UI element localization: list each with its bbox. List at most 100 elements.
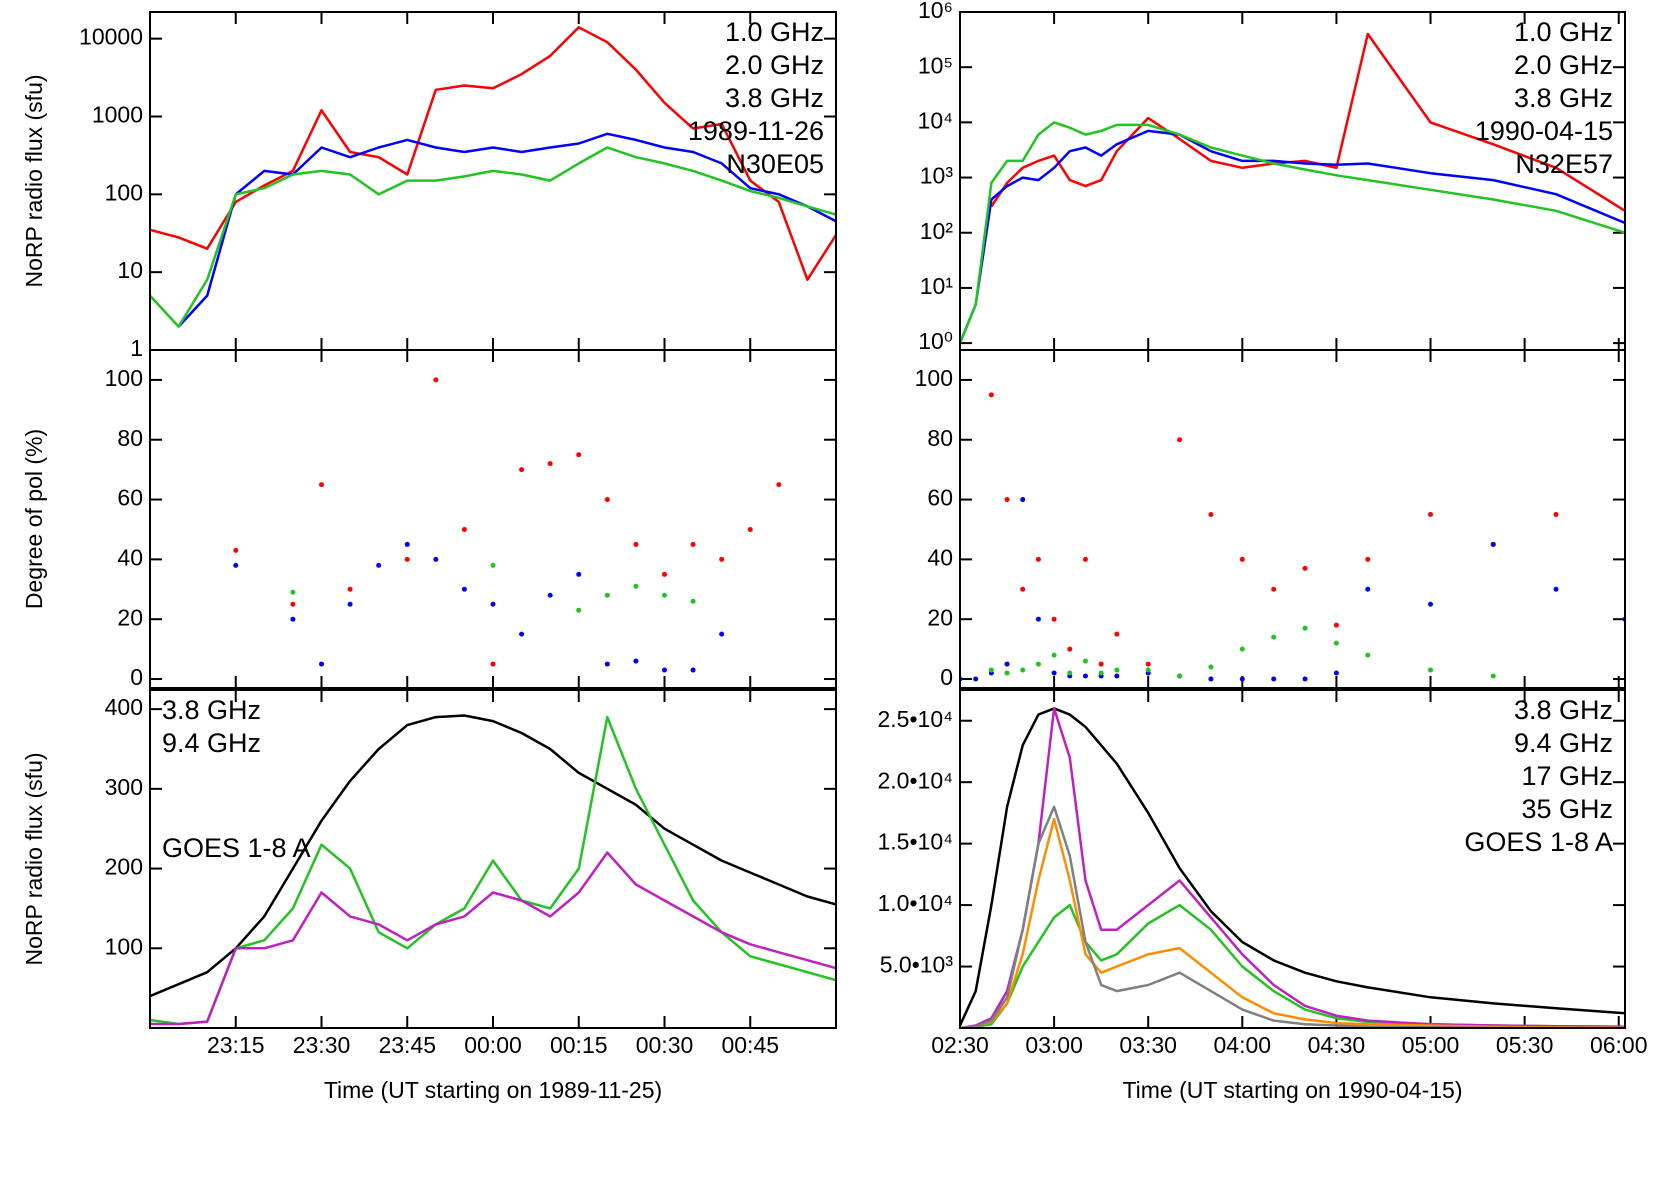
legend-entry: 3.8 GHz: [162, 695, 261, 725]
data-point: [1098, 661, 1104, 667]
series-line: [960, 129, 1625, 344]
data-point: [1208, 512, 1214, 518]
x-tick-label: 04:30: [1308, 1032, 1366, 1058]
x-tick-label: 03:00: [1025, 1032, 1083, 1058]
y-tick-label: 10²: [920, 218, 954, 244]
y-tick-label: 1.0•10⁴: [878, 890, 954, 916]
data-point: [404, 541, 410, 547]
data-point: [1035, 616, 1041, 622]
data-point: [1428, 667, 1434, 673]
data-point: [233, 562, 239, 568]
data-point: [404, 556, 410, 562]
y-tick-label: 10¹: [920, 273, 954, 299]
data-point: [490, 661, 496, 667]
panel: 0 20 40 60 80 100: [915, 349, 1626, 690]
annotation: N32E57: [1515, 149, 1613, 179]
x-tick-label: 00:45: [721, 1032, 779, 1058]
data-point: [290, 601, 296, 607]
data-point: [1114, 631, 1120, 637]
data-point: [1035, 661, 1041, 667]
data-point: [1239, 646, 1245, 652]
y-tick-label: 20: [927, 604, 953, 630]
y-tick-label: 5.0•10³: [880, 952, 954, 978]
x-axis-label: Time (UT starting on 1989-11-25): [324, 1077, 662, 1103]
y-tick-label: 10000: [79, 24, 143, 50]
data-point: [1035, 556, 1041, 562]
data-point: [662, 592, 667, 598]
plot-frame: [149, 349, 837, 689]
data-point: [490, 601, 496, 607]
series-line: [990, 32, 1625, 212]
legend-entry: 35 GHz: [1521, 794, 1613, 824]
data-point: [290, 589, 296, 595]
data-point: [1114, 667, 1120, 673]
y-tick-label: 10: [117, 257, 143, 283]
data-point: [1365, 556, 1371, 562]
data-point: [988, 667, 994, 673]
y-tick-label: 100: [105, 365, 143, 391]
data-point: [1004, 670, 1010, 676]
plot-area: [960, 32, 1625, 344]
data-point: [633, 541, 639, 547]
data-point: [1145, 661, 1151, 667]
annotation: GOES 1-8 A: [162, 833, 311, 863]
data-point: [319, 482, 324, 488]
series-line: [150, 26, 836, 281]
y-tick-label: 10⁴: [918, 107, 953, 133]
data-point: [604, 592, 610, 598]
data-point: [1302, 625, 1308, 631]
data-point: [604, 661, 610, 667]
series-line: [150, 715, 836, 1026]
panel: 0 20 40 60 80 100 Degree of pol (%): [21, 349, 837, 690]
plot-frame: [959, 689, 1626, 1029]
data-point: [1082, 673, 1088, 679]
y-tick-label: 200: [105, 854, 143, 880]
y-tick-label: 10⁵: [918, 52, 953, 78]
plot-area: [150, 714, 836, 1026]
y-tick-label: 10³: [920, 163, 954, 189]
legend-entry: 1.0 GHz: [1514, 17, 1613, 47]
data-point: [719, 556, 725, 562]
x-tick-label: 00:15: [550, 1032, 608, 1058]
data-point: [547, 461, 553, 467]
y-tick-label: 2.5•10⁴: [878, 706, 954, 732]
data-point: [1333, 670, 1339, 676]
y-tick-label: 100: [915, 365, 953, 391]
data-point: [662, 571, 667, 577]
y-tick-label: 100: [105, 179, 143, 205]
legend-entry: 2.0 GHz: [725, 50, 824, 80]
data-point: [1177, 437, 1183, 443]
series-line: [177, 132, 836, 328]
data-point: [662, 667, 667, 673]
data-point: [1020, 667, 1026, 673]
data-point: [1365, 652, 1371, 658]
x-tick-label: 23:45: [378, 1032, 436, 1058]
series-line: [960, 121, 1625, 344]
data-point: [1239, 676, 1245, 682]
panel: 100 200 300 400 23:15 23:30 23:45 00:00 00:15 00:…: [21, 689, 837, 1103]
y-tick-label: 100: [105, 933, 143, 959]
plot-area: [960, 707, 1625, 1028]
data-point: [747, 526, 753, 532]
data-point: [1004, 661, 1010, 667]
data-point: [1067, 646, 1073, 652]
data-point: [1114, 673, 1120, 679]
y-tick-label: 0: [940, 664, 953, 690]
data-point: [1271, 634, 1277, 640]
x-tick-label: 05:30: [1496, 1032, 1554, 1058]
data-point: [1271, 586, 1277, 592]
data-point: [690, 541, 696, 547]
data-point: [690, 598, 696, 604]
data-point: [973, 676, 979, 682]
data-point: [1428, 512, 1434, 518]
data-point: [461, 526, 467, 532]
y-tick-label: 1000: [92, 102, 143, 128]
data-point: [1177, 673, 1183, 679]
x-tick-label: 02:30: [931, 1032, 989, 1058]
y-tick-label: 20: [117, 604, 143, 630]
x-tick-label: 00:30: [636, 1032, 694, 1058]
plot-frame: [959, 349, 1626, 689]
data-point: [1208, 676, 1214, 682]
data-point: [1333, 640, 1339, 646]
y-tick-label: 1.5•10⁴: [878, 829, 954, 855]
